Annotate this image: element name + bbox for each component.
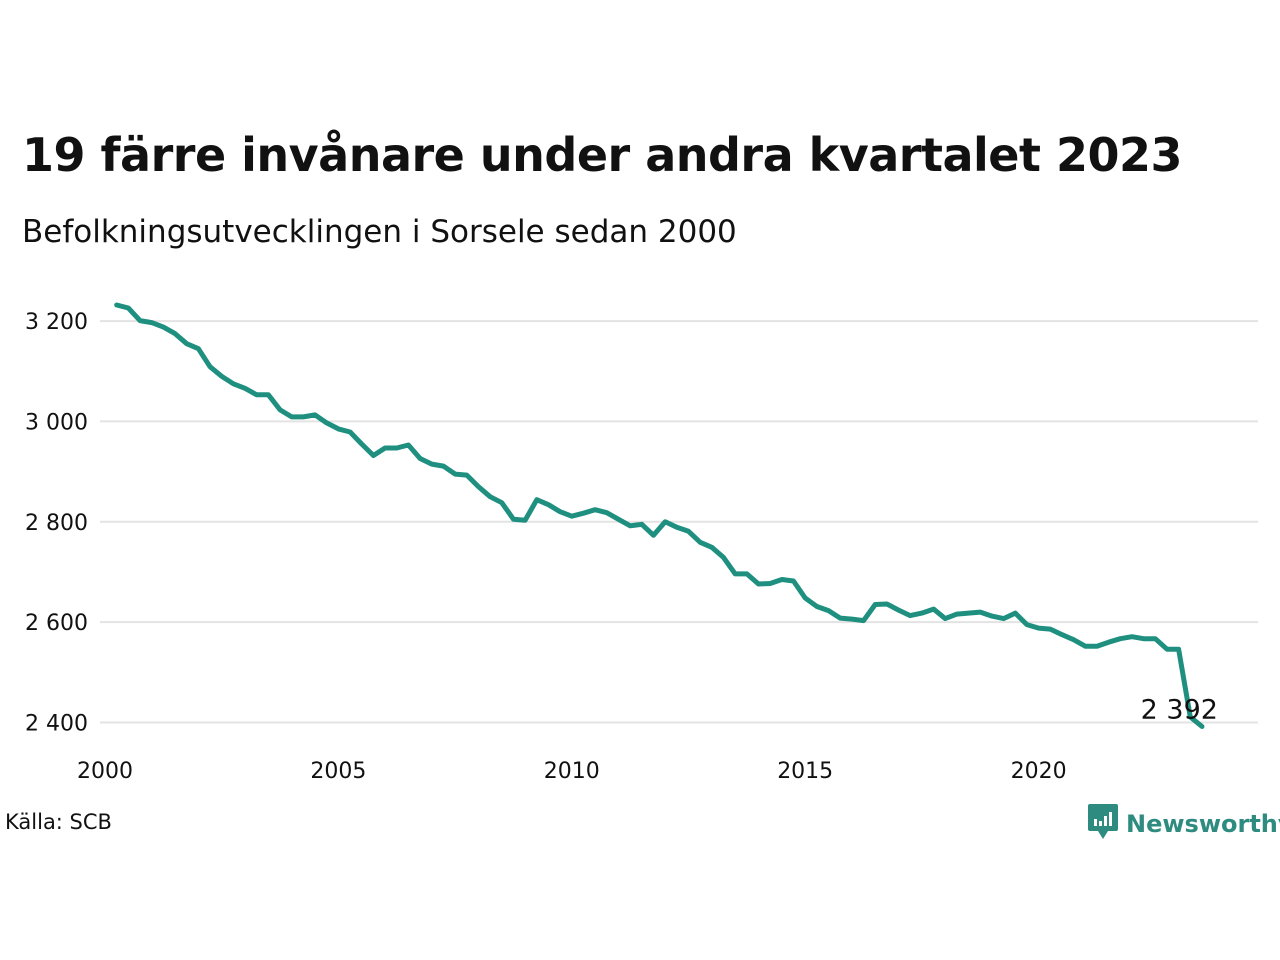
y-tick-label: 2 600: [25, 611, 88, 636]
newsworthy-logo-icon: [1088, 804, 1118, 844]
y-tick-label: 2 400: [25, 711, 88, 736]
y-axis: 2 400 2 600 2 800 3 000 3 200: [25, 310, 88, 736]
chart-title: 19 färre invånare under andra kvartalet …: [22, 128, 1183, 182]
x-tick-label: 2005: [310, 759, 366, 784]
x-tick-label: 2010: [544, 759, 600, 784]
x-axis: 2000 2005 2010 2015 2020: [77, 759, 1067, 784]
chart-subtitle: Befolkningsutvecklingen i Sorsele sedan …: [22, 214, 737, 250]
y-tick-label: 2 800: [25, 511, 88, 536]
y-tick-label: 3 000: [25, 410, 88, 435]
x-tick-label: 2020: [1011, 759, 1067, 784]
brand-name: Newsworthy: [1126, 810, 1280, 838]
x-tick-label: 2015: [777, 759, 833, 784]
series-line-population: [114, 302, 1205, 729]
end-value-label: 2 392: [1141, 694, 1218, 725]
gridlines: [100, 320, 1258, 724]
source-note: Källa: SCB: [5, 810, 112, 834]
y-tick-label: 3 200: [25, 310, 88, 335]
x-tick-label: 2000: [77, 759, 133, 784]
brand-logo: Newsworthy: [1088, 804, 1280, 844]
